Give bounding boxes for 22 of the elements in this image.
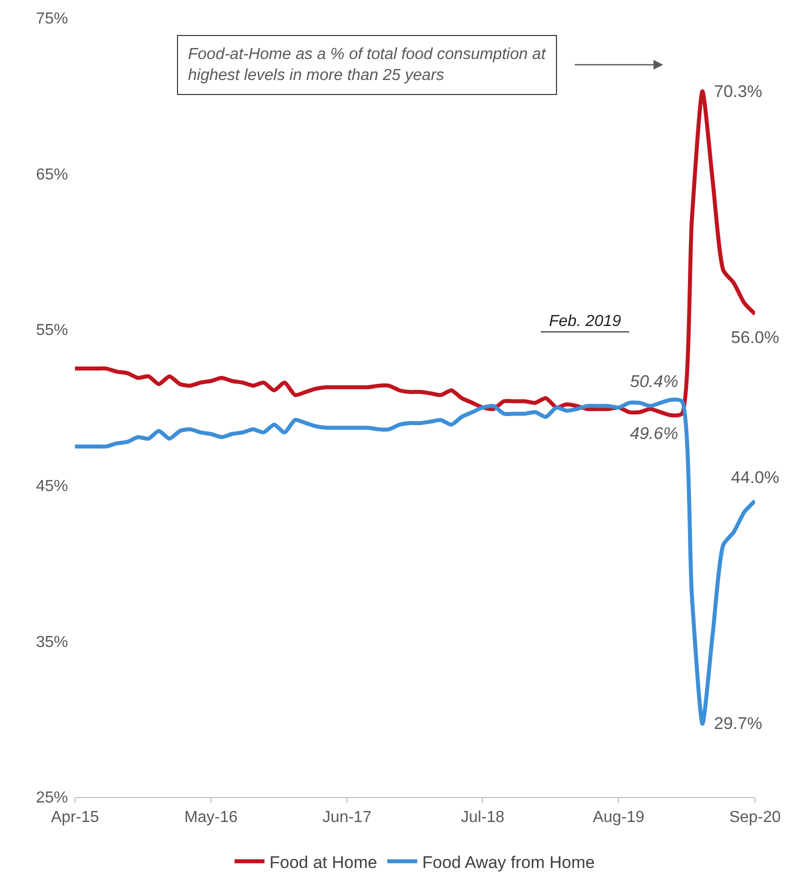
data-label: 50.4% (630, 372, 678, 391)
legend-label: Food at Home (270, 852, 378, 872)
y-tick-label: 45% (36, 478, 68, 495)
x-tick-label: Apr-15 (50, 809, 100, 826)
x-tick-label: Jun-17 (322, 809, 372, 826)
x-tick-label: Jul-18 (460, 809, 505, 826)
x-tick-label: May-16 (184, 809, 238, 826)
data-label: 49.6% (630, 424, 678, 443)
x-tick-label: Sep-20 (729, 809, 781, 826)
data-label: 56.0% (731, 328, 780, 347)
data-label: 29.7% (714, 714, 762, 733)
y-tick-label: 35% (36, 634, 68, 651)
annotation: Food-at-Home as a % of total food consumption at highest levels in more than 25 years (188, 46, 546, 84)
x-tick-label: Aug-19 (592, 809, 645, 826)
y-tick-label: 75% (36, 10, 68, 28)
y-tick-label: 55% (36, 322, 68, 340)
data-label: 70.3% (714, 82, 762, 101)
y-tick-label: 25% (36, 790, 68, 807)
y-tick-label: 65% (36, 166, 68, 184)
legend-label: Food Away from Home (422, 852, 595, 872)
data-label: 44.0% (731, 468, 780, 487)
annotation: Feb. 2019 (549, 313, 622, 330)
